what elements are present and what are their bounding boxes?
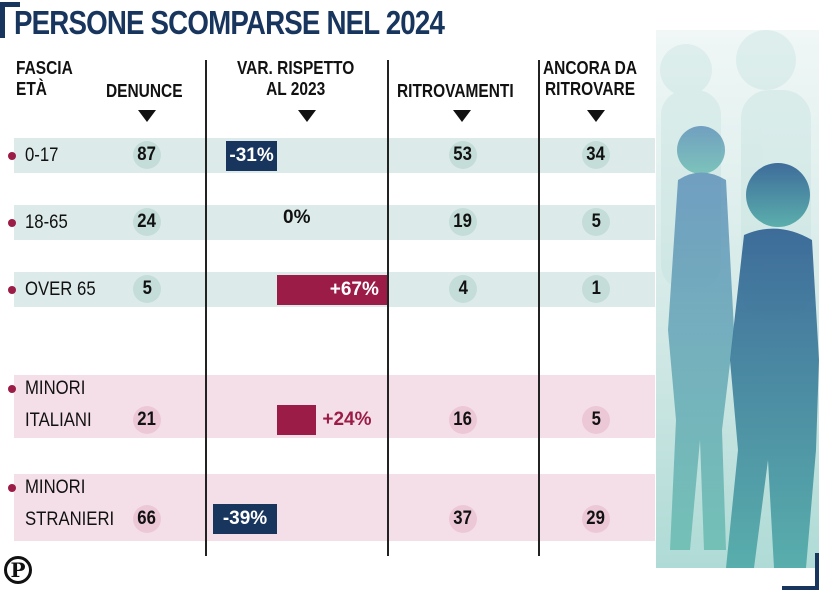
variation-label: -31% — [229, 145, 274, 166]
denunce-value: 24 — [133, 208, 161, 236]
silhouettes-illustration — [656, 30, 819, 568]
row-label-line2: ITALIANI — [25, 410, 92, 431]
ritrovamenti-arrow-icon — [453, 110, 471, 122]
ancora-value-text: 34 — [586, 144, 606, 165]
ancora-value: 1 — [582, 275, 610, 303]
variation-label: +67% — [329, 279, 379, 300]
column-divider-ancora — [538, 60, 540, 556]
header-ritrovamenti: RITROVAMENTI — [397, 81, 514, 101]
denunce-value: 66 — [133, 505, 161, 533]
row-bullet-icon — [8, 484, 16, 492]
ritrovamenti-value-text: 37 — [453, 508, 473, 529]
denunce-value-text: 87 — [137, 144, 157, 165]
header-ancora: ANCORA DA RITROVARE — [543, 58, 637, 100]
ritrovamenti-value-text: 19 — [453, 211, 473, 232]
header-fascia-line1: FASCIA — [16, 58, 73, 78]
header-fascia-line2: ETÀ — [16, 79, 47, 99]
title-corner-mark-top — [0, 2, 20, 7]
header-var: VAR. RISPETTO AL 2023 — [237, 58, 354, 100]
ritrovamenti-value: 16 — [449, 406, 477, 434]
var-arrow-icon — [298, 110, 316, 122]
column-divider-var-right — [387, 60, 389, 556]
ritrovamenti-value-text: 16 — [453, 409, 473, 430]
table-row — [14, 205, 655, 240]
denunce-value: 5 — [133, 275, 161, 303]
row-label: MINORI — [25, 477, 86, 498]
ancora-value: 29 — [582, 505, 610, 533]
column-divider-var-left — [205, 60, 207, 556]
ritrovamenti-value: 37 — [449, 505, 477, 533]
ancora-arrow-icon — [587, 110, 605, 122]
variation-bar — [277, 405, 317, 435]
ancora-value-text: 1 — [591, 278, 601, 299]
silhouettes-image — [656, 30, 819, 568]
page-title: PERSONE SCOMPARSE NEL 2024 — [14, 4, 445, 41]
ritrovamenti-value: 53 — [449, 141, 477, 169]
header-denunce: DENUNCE — [106, 81, 183, 101]
denunce-value-text: 66 — [137, 508, 157, 529]
table-row — [14, 375, 655, 438]
denunce-value: 21 — [133, 406, 161, 434]
denunce-value-text: 21 — [137, 409, 157, 430]
ritrovamenti-value: 4 — [449, 275, 477, 303]
denunce-value: 87 — [133, 141, 161, 169]
ritrovamenti-value-text: 53 — [453, 144, 473, 165]
denunce-arrow-icon — [138, 110, 156, 122]
row-bullet-icon — [8, 219, 16, 227]
row-bullet-icon — [8, 152, 16, 160]
ancora-value-text: 29 — [586, 508, 606, 529]
ritrovamenti-value: 19 — [449, 208, 477, 236]
denunce-value-text: 5 — [142, 278, 152, 299]
denunce-value-text: 24 — [137, 211, 157, 232]
title-corner-mark — [0, 2, 5, 38]
row-bullet-icon — [8, 385, 16, 393]
variation-bar — [226, 141, 277, 171]
header-var-line2: AL 2023 — [266, 79, 326, 99]
variation-label: -39% — [222, 508, 268, 529]
ancora-value: 34 — [582, 141, 610, 169]
variation-bar — [277, 275, 387, 305]
row-label: MINORI — [25, 378, 86, 399]
header-fascia: FASCIA ETÀ — [16, 58, 73, 100]
ritrovamenti-value-text: 4 — [458, 278, 468, 299]
variation-label: 0% — [283, 207, 311, 228]
row-label: 18-65 — [25, 212, 68, 233]
table-row — [14, 474, 655, 541]
header-ancora-line1: ANCORA DA — [543, 58, 638, 78]
ancora-value-text: 5 — [591, 211, 601, 232]
ancora-value-text: 5 — [591, 409, 601, 430]
table-row — [14, 138, 655, 173]
header-ancora-line2: RITROVARE — [545, 79, 636, 99]
ancora-value: 5 — [582, 208, 610, 236]
variation-label: +24% — [322, 409, 372, 430]
corner-mark-bottom — [782, 586, 819, 590]
row-label: OVER 65 — [25, 279, 96, 300]
row-label-line2: STRANIERI — [25, 509, 115, 530]
variation-bar — [213, 504, 277, 534]
corner-mark-right — [815, 553, 819, 590]
row-label: 0-17 — [25, 145, 59, 166]
ancora-value: 5 — [582, 406, 610, 434]
header-var-line1: VAR. RISPETTO — [237, 58, 355, 78]
publisher-logo: P — [4, 556, 32, 584]
row-bullet-icon — [8, 286, 16, 294]
